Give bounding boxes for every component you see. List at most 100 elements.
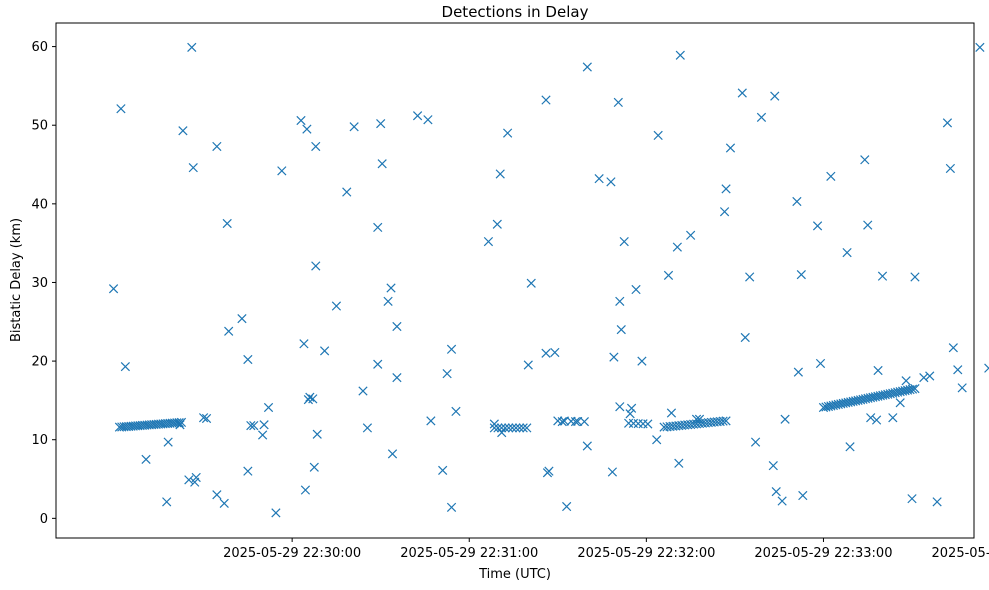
data-point-marker: [721, 184, 731, 194]
data-point-marker: [311, 141, 321, 152]
data-point-marker: [212, 141, 222, 152]
data-point-marker: [842, 247, 852, 258]
data-point-marker: [386, 283, 396, 293]
data-point-marker: [907, 384, 918, 394]
data-point-marker: [957, 383, 967, 393]
data-point-marker: [907, 494, 917, 504]
data-point-marker: [383, 296, 393, 306]
data-point-marker: [594, 174, 604, 184]
data-point-marker: [492, 219, 502, 229]
x-tick-label: 2025-05-29 22:33:00: [754, 546, 892, 561]
data-point-marker: [606, 177, 616, 187]
data-point-marker: [302, 124, 312, 134]
data-point-marker: [631, 284, 641, 295]
data-point-marker: [582, 62, 592, 72]
data-point-marker: [349, 122, 359, 132]
data-point-marker: [219, 498, 229, 509]
data-point-marker: [412, 111, 423, 121]
data-point-marker: [518, 423, 528, 433]
data-point-marker: [694, 414, 705, 424]
data-point-marker: [770, 91, 780, 101]
data-point-marker: [925, 371, 935, 381]
data-point-marker: [497, 428, 507, 438]
data-point-marker: [493, 423, 503, 433]
data-point-marker: [541, 348, 551, 358]
data-point-marker: [873, 365, 883, 376]
data-point-marker: [243, 354, 253, 365]
data-point-marker: [116, 104, 126, 114]
data-point-marker: [212, 490, 222, 500]
y-tick-label: 20: [31, 355, 48, 370]
data-point-marker: [550, 347, 560, 358]
data-point-marker: [259, 420, 269, 430]
data-point-marker: [312, 429, 322, 439]
x-tick-label: 2025-05-29 22:31:00: [400, 546, 538, 561]
data-point-marker: [483, 236, 494, 247]
data-point-marker: [798, 490, 808, 501]
data-point-marker: [392, 372, 402, 383]
data-point-marker: [666, 408, 677, 418]
y-tick-label: 30: [31, 276, 48, 291]
data-point-marker: [243, 466, 253, 476]
data-point-marker: [866, 413, 876, 423]
data-point-marker: [812, 221, 823, 231]
data-point-marker: [296, 115, 306, 126]
data-point-marker: [446, 344, 457, 354]
data-point-marker: [523, 360, 533, 370]
data-point-marker: [626, 403, 637, 413]
data-point-marker: [120, 361, 130, 372]
data-point-marker: [945, 163, 956, 174]
data-point-marker: [725, 143, 736, 153]
y-axis-label: Bistatic Delay (km): [9, 218, 24, 342]
y-axis: 0 10 20 30 40 50 60: [31, 40, 56, 527]
data-point-marker: [643, 419, 653, 429]
data-point-marker: [373, 359, 383, 369]
data-point-marker: [526, 278, 536, 288]
y-tick-label: 40: [31, 197, 48, 212]
data-point-marker: [562, 501, 572, 512]
x-tick-label: 2025-05-29 22:30:00: [223, 546, 361, 561]
data-point-marker: [771, 486, 781, 497]
data-point-marker: [162, 497, 172, 507]
data-point-marker: [277, 166, 287, 176]
data-point-marker: [901, 376, 911, 386]
data-point-marker: [919, 372, 929, 383]
data-point-marker: [163, 437, 173, 447]
data-point-marker: [522, 423, 532, 433]
data-point-marker: [910, 383, 920, 394]
y-tick-label: 10: [31, 433, 48, 448]
y-tick-label: 50: [31, 119, 48, 134]
data-point-marker: [942, 118, 953, 128]
data-point-marker: [305, 392, 315, 402]
data-point-marker: [309, 462, 319, 472]
data-point-marker: [750, 437, 761, 447]
data-point-marker: [387, 449, 398, 459]
data-point-marker: [796, 269, 806, 280]
data-point-marker: [489, 423, 499, 433]
data-point-marker: [686, 230, 696, 240]
data-point-marker: [108, 284, 119, 294]
data-point-marker: [663, 270, 674, 281]
data-point-marker: [793, 367, 803, 377]
x-tick-label: 2025-05-29 22:32:00: [577, 546, 715, 561]
data-point-marker: [624, 418, 634, 428]
data-point-marker: [358, 386, 368, 396]
data-point-marker: [376, 119, 386, 129]
x-axis: 2025-05-29 22:30:00 2025-05-29 22:31:00 20…: [223, 538, 989, 561]
y-tick-label: 60: [31, 40, 48, 55]
data-point-marker: [652, 435, 662, 445]
data-point-marker: [777, 496, 787, 506]
data-point-marker: [737, 88, 747, 98]
data-point-marker: [638, 419, 648, 429]
data-point-marker: [768, 461, 778, 471]
data-point-marker: [756, 112, 767, 122]
data-point-marker: [984, 363, 989, 373]
data-point-marker: [780, 414, 790, 424]
data-point-marker: [607, 467, 618, 477]
data-point-marker: [740, 332, 750, 343]
x-tick-label: 2025-05-29 22:34:00: [932, 546, 989, 561]
data-point-marker: [511, 423, 521, 433]
data-point-marker: [308, 394, 318, 404]
data-point-marker: [674, 458, 684, 468]
data-point-marker: [224, 326, 234, 336]
